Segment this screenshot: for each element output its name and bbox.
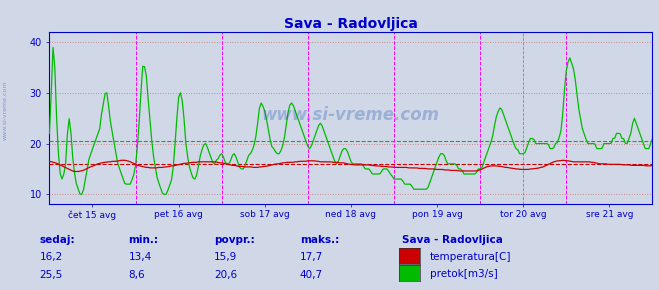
Text: temperatura[C]: temperatura[C] [430,252,511,262]
Text: Sava - Radovljica: Sava - Radovljica [402,235,503,245]
Text: 40,7: 40,7 [300,270,323,280]
Text: 15,9: 15,9 [214,253,237,262]
Text: min.:: min.: [129,235,159,245]
Title: Sava - Radovljica: Sava - Radovljica [284,17,418,31]
Text: www.si-vreme.com: www.si-vreme.com [3,80,8,140]
Text: 25,5: 25,5 [40,270,63,280]
Text: 17,7: 17,7 [300,253,323,262]
Text: maks.:: maks.: [300,235,339,245]
Text: povpr.:: povpr.: [214,235,255,245]
Text: 13,4: 13,4 [129,253,152,262]
Text: pretok[m3/s]: pretok[m3/s] [430,269,498,279]
Text: sedaj:: sedaj: [40,235,75,245]
Text: 20,6: 20,6 [214,270,237,280]
Text: www.si-vreme.com: www.si-vreme.com [262,106,440,124]
Text: 16,2: 16,2 [40,253,63,262]
Text: 8,6: 8,6 [129,270,145,280]
